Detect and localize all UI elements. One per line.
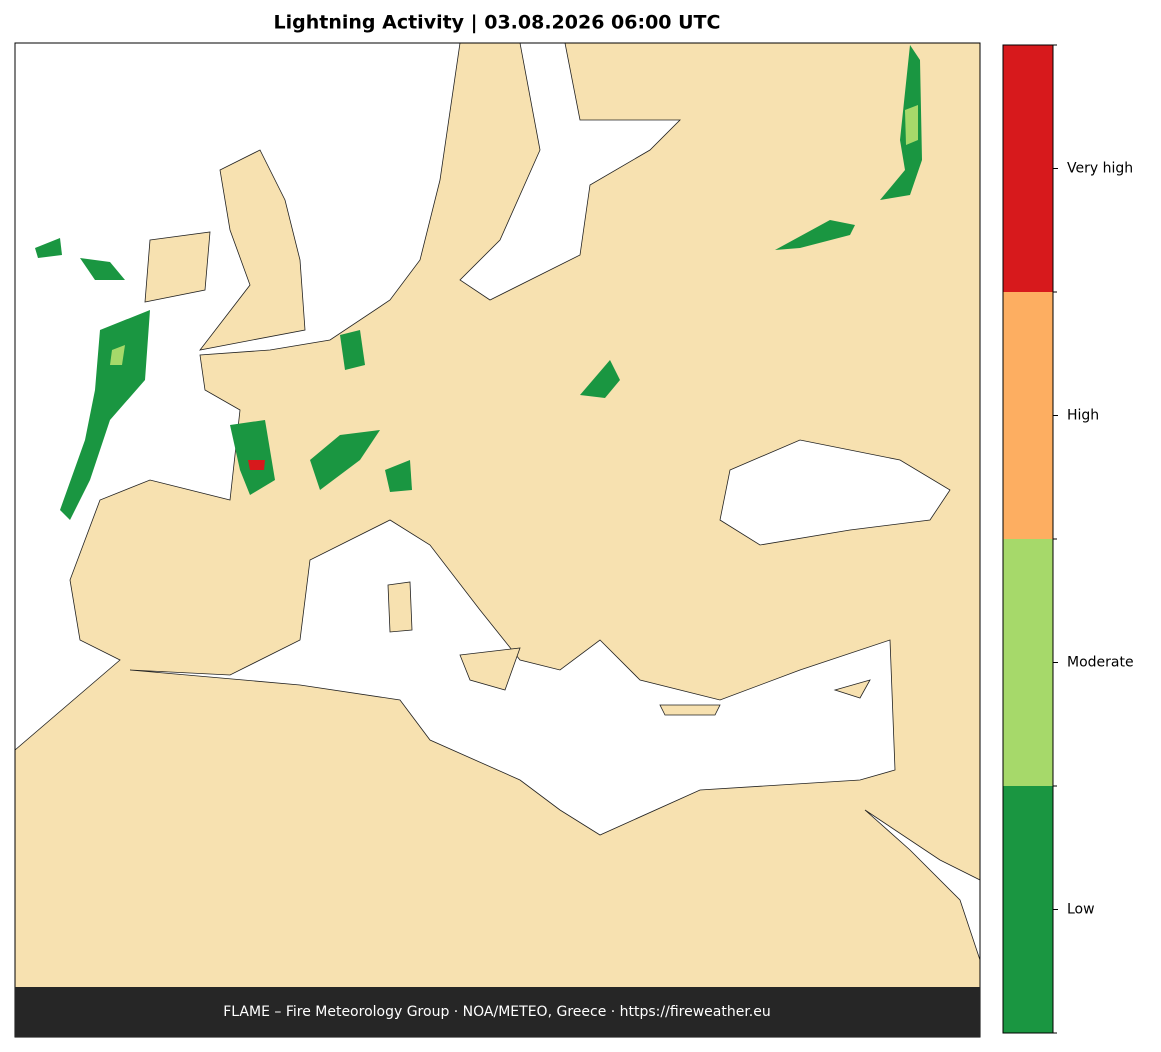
colorbar-label: Moderate (1067, 655, 1134, 671)
colorbar-label: Very high (1067, 161, 1133, 177)
sardinia (387, 581, 413, 633)
atlantic (15, 43, 461, 751)
colorbar-label: High (1067, 408, 1099, 424)
lightning-cell (230, 420, 275, 495)
lightning-cell (80, 258, 125, 280)
lightning-cell (35, 238, 62, 258)
lightning-cell (310, 430, 380, 490)
seas (15, 43, 980, 961)
lightning-cell (880, 45, 922, 200)
title: Lightning Activity | 03.08.2026 06:00 UT… (274, 12, 721, 34)
britain (199, 149, 306, 351)
colorbar-frame (1002, 44, 1054, 1034)
footer-text: FLAME – Fire Meteorology Group · NOA/MET… (223, 1004, 771, 1020)
black-sea (719, 439, 951, 546)
red-sea (864, 809, 980, 961)
lightning-cell (248, 460, 265, 470)
lightning-cell (60, 310, 150, 520)
mediterranean (129, 519, 896, 836)
map: FLAME – Fire Meteorology Group · NOA/MET… (14, 42, 981, 1038)
sicily (459, 647, 521, 691)
baltic (459, 43, 681, 301)
islands (144, 149, 871, 716)
cyprus (833, 679, 871, 699)
crete (659, 704, 721, 716)
lightning-cell (340, 330, 365, 370)
lightning-cell (385, 460, 412, 492)
colorbar-segment (1003, 45, 1053, 292)
footer-bar (15, 987, 980, 1037)
colorbar-segment (1003, 786, 1053, 1033)
lightning (35, 45, 922, 520)
lightning-cell (110, 345, 125, 365)
colorbar-label: Low (1067, 902, 1095, 918)
ireland (144, 231, 211, 303)
colorbar-segment (1003, 292, 1053, 539)
colorbar: Low Moderate High Very high (1002, 44, 1134, 1034)
lightning-cell (775, 220, 855, 250)
lightning-cell (905, 105, 918, 145)
colorbar-segment (1003, 539, 1053, 786)
lightning-cell (580, 360, 620, 398)
